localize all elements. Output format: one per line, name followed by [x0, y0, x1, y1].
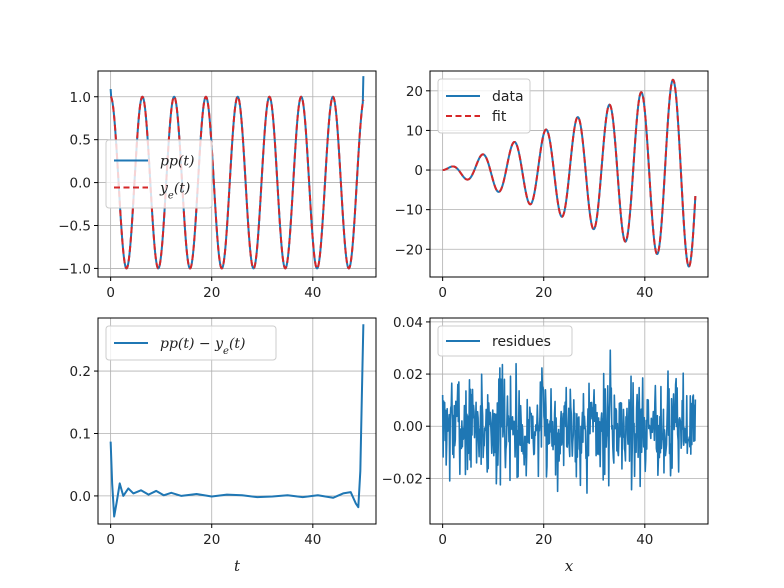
x-axis-label: t	[234, 557, 241, 575]
y-tick-label: 0.5	[70, 133, 91, 149]
legend-entry-label: residues	[492, 334, 551, 350]
x-tick-label: 40	[304, 285, 321, 301]
y-tick-label: 20	[406, 84, 423, 100]
x-tick-label: 40	[636, 532, 653, 548]
legend-entry-label: ye(t)	[159, 181, 190, 202]
residues-panel: 0 20 40 −0.02 0.00 0.02 0.04 x residues	[382, 315, 709, 575]
data-vs-fit-panel: 0 20 40 −20 −10 0 10 20 data fit	[395, 70, 709, 301]
axes-frame	[429, 70, 709, 278]
x-tick-label: 0	[106, 285, 115, 301]
x-tick-label: 20	[535, 285, 552, 301]
y-tick-label: 10	[406, 123, 423, 139]
legend-box	[105, 325, 277, 361]
axes-frame	[97, 70, 377, 278]
legend: data fit	[437, 78, 531, 134]
y-tick-label: −0.02	[382, 471, 423, 487]
y-tick-label: 0.0	[70, 176, 91, 192]
legend: residues	[437, 325, 573, 357]
legend: pp(t) ye(t)	[105, 139, 213, 209]
y-tick-label: 0.1	[70, 426, 91, 442]
x-tick-label: 0	[106, 532, 115, 548]
legend-box	[437, 325, 573, 357]
legend: pp(t) − ye(t)	[105, 325, 277, 361]
y-tick-label: −20	[395, 242, 424, 258]
series-line-solid	[109, 324, 365, 518]
y-tick-label: 0.02	[393, 367, 423, 383]
x-axis-label: x	[565, 557, 574, 575]
x-tick-label: 20	[203, 532, 220, 548]
y-tick-label: 0.00	[393, 419, 423, 435]
legend-entry-label: data	[492, 89, 524, 105]
axes-frame	[97, 317, 377, 525]
y-tick-label: 0.04	[393, 315, 423, 331]
x-tick-label: 0	[438, 285, 447, 301]
y-tick-label: −0.5	[58, 219, 91, 235]
x-tick-label: 40	[304, 532, 321, 548]
x-tick-label: 20	[203, 285, 220, 301]
legend-box	[437, 78, 531, 134]
y-tick-label: 1.0	[70, 90, 91, 106]
series-line-dashed	[441, 78, 697, 268]
axes-frame	[429, 317, 709, 525]
series-line-dashed	[109, 95, 365, 270]
x-tick-label: 40	[636, 285, 653, 301]
legend-box	[105, 139, 213, 209]
y-tick-label: 0.0	[70, 489, 91, 505]
pp-vs-ye-panel: 0 20 40 −1.0 −0.5 0.0 0.5 1.0 pp(t) ye(t)	[58, 70, 377, 301]
y-tick-label: 0.2	[70, 364, 91, 380]
legend-entry-label: fit	[492, 109, 507, 125]
legend-entry-label: pp(t) − ye(t)	[160, 336, 246, 357]
x-tick-label: 0	[438, 532, 447, 548]
y-tick-label: 0	[414, 163, 423, 179]
difference-panel: 0 20 40 0.0 0.1 0.2 t pp(t) − ye(t)	[70, 317, 377, 575]
legend-entry-label: pp(t)	[160, 154, 194, 170]
series-line-solid	[441, 349, 697, 494]
x-tick-label: 20	[535, 532, 552, 548]
y-tick-label: −10	[395, 203, 424, 219]
y-tick-label: −1.0	[58, 261, 91, 277]
